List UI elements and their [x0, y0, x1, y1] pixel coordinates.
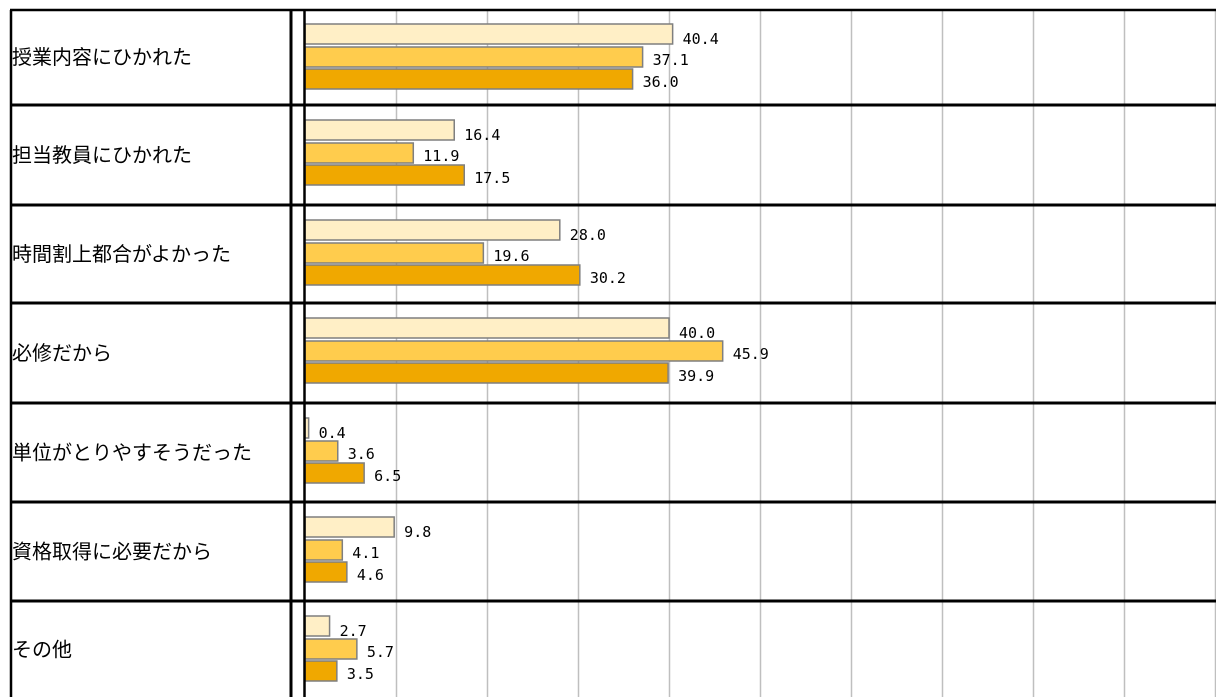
data-label: 40.4 [683, 30, 719, 48]
data-label: 37.1 [653, 51, 689, 69]
data-label: 11.9 [423, 147, 459, 165]
data-label: 4.6 [357, 566, 384, 584]
bar [304, 164, 465, 186]
data-label: 4.1 [352, 544, 379, 562]
category-label: 担当教員にひかれた [12, 143, 192, 167]
bar [304, 242, 485, 264]
data-label: 9.8 [404, 523, 431, 541]
bar [304, 638, 358, 660]
data-label: 2.7 [340, 622, 367, 640]
data-label: 5.7 [367, 643, 394, 661]
bar [304, 119, 455, 141]
bar [304, 462, 365, 484]
bar [304, 46, 644, 68]
bar [304, 340, 724, 362]
category-label: 必修だから [12, 341, 112, 365]
bar [304, 440, 339, 462]
bar [304, 660, 338, 682]
bar [304, 264, 581, 286]
category-label: その他 [12, 638, 72, 662]
category-label: 資格取得に必要だから [12, 540, 212, 564]
data-label: 28.0 [570, 226, 606, 244]
bar [304, 362, 669, 384]
category-label: 時間割上都合がよかった [12, 242, 231, 266]
bar [304, 219, 561, 241]
bar [304, 516, 395, 538]
bar [304, 142, 415, 164]
data-label: 36.0 [643, 73, 679, 91]
category-labels: 授業内容にひかれた担当教員にひかれた時間割上都合がよかった必修だから単位がとりや… [12, 45, 252, 662]
data-label: 40.0 [679, 324, 715, 342]
data-label: 16.4 [464, 126, 500, 144]
data-label: 3.6 [348, 445, 375, 463]
bar [304, 615, 331, 637]
data-label: 6.5 [374, 467, 401, 485]
bar [304, 68, 634, 90]
bar [304, 23, 674, 45]
data-label: 30.2 [590, 269, 626, 287]
data-labels: 40.4 37.1 36.0 16.4 11.9 17.5 28.0 19.6 30.2 40.0… [319, 30, 769, 683]
bar [304, 539, 344, 561]
bar [304, 317, 670, 339]
data-label: 19.6 [493, 247, 529, 265]
data-label: 17.5 [474, 169, 510, 187]
category-label: 授業内容にひかれた [12, 45, 192, 69]
category-label: 単位がとりやすそうだった [12, 441, 252, 465]
bar [304, 561, 348, 583]
bars [304, 23, 724, 682]
category-table [9, 8, 1216, 697]
data-label: 39.9 [678, 367, 714, 385]
data-label: 3.5 [347, 665, 374, 683]
data-label: 0.4 [319, 424, 346, 442]
data-label: 45.9 [733, 345, 769, 363]
